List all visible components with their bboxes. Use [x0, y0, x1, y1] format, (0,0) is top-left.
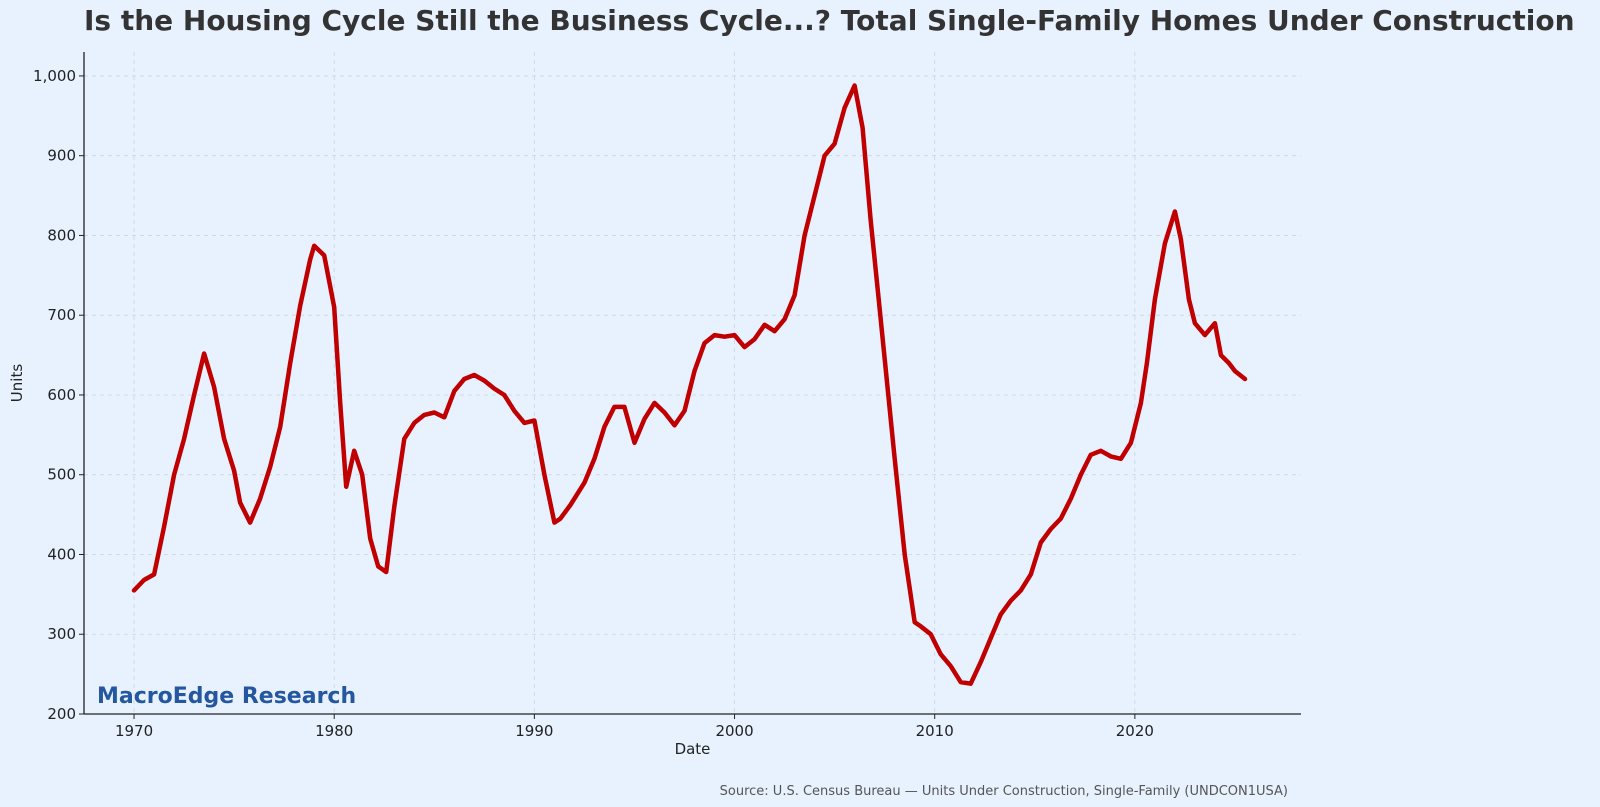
x-tick-label: 1970 — [115, 722, 153, 740]
tick-labels: 200 300 400 500 600 700 800 900 1,000 1970 1980 199… — [33, 67, 1154, 740]
chart-title: Is the Housing Cycle Still the Business … — [84, 4, 1575, 37]
y-tick-label: 600 — [47, 386, 76, 404]
y-tick-label: 1,000 — [33, 67, 76, 85]
x-tick-label: 1980 — [315, 722, 353, 740]
y-tick-label: 700 — [47, 306, 76, 324]
series-line-0 — [131, 83, 1248, 686]
y-axis-label: Units — [8, 364, 26, 403]
y-tick-label: 400 — [47, 545, 76, 563]
x-tick-label: 2020 — [1116, 722, 1154, 740]
x-tick-label: 2010 — [916, 722, 954, 740]
y-tick-label: 500 — [47, 466, 76, 484]
y-tick-label: 900 — [47, 147, 76, 165]
y-tick-label: 800 — [47, 226, 76, 244]
y-tick-label: 200 — [47, 705, 76, 723]
y-tick-label: 300 — [47, 625, 76, 643]
watermark-label: MacroEdge Research — [97, 684, 356, 709]
source-note: Source: U.S. Census Bureau — Units Under… — [720, 784, 1288, 799]
x-tick-label: 1990 — [515, 722, 553, 740]
series-lines — [131, 83, 1248, 686]
axes — [79, 52, 1301, 719]
x-tick-label: 2000 — [715, 722, 753, 740]
x-axis-label: Date — [675, 740, 711, 758]
